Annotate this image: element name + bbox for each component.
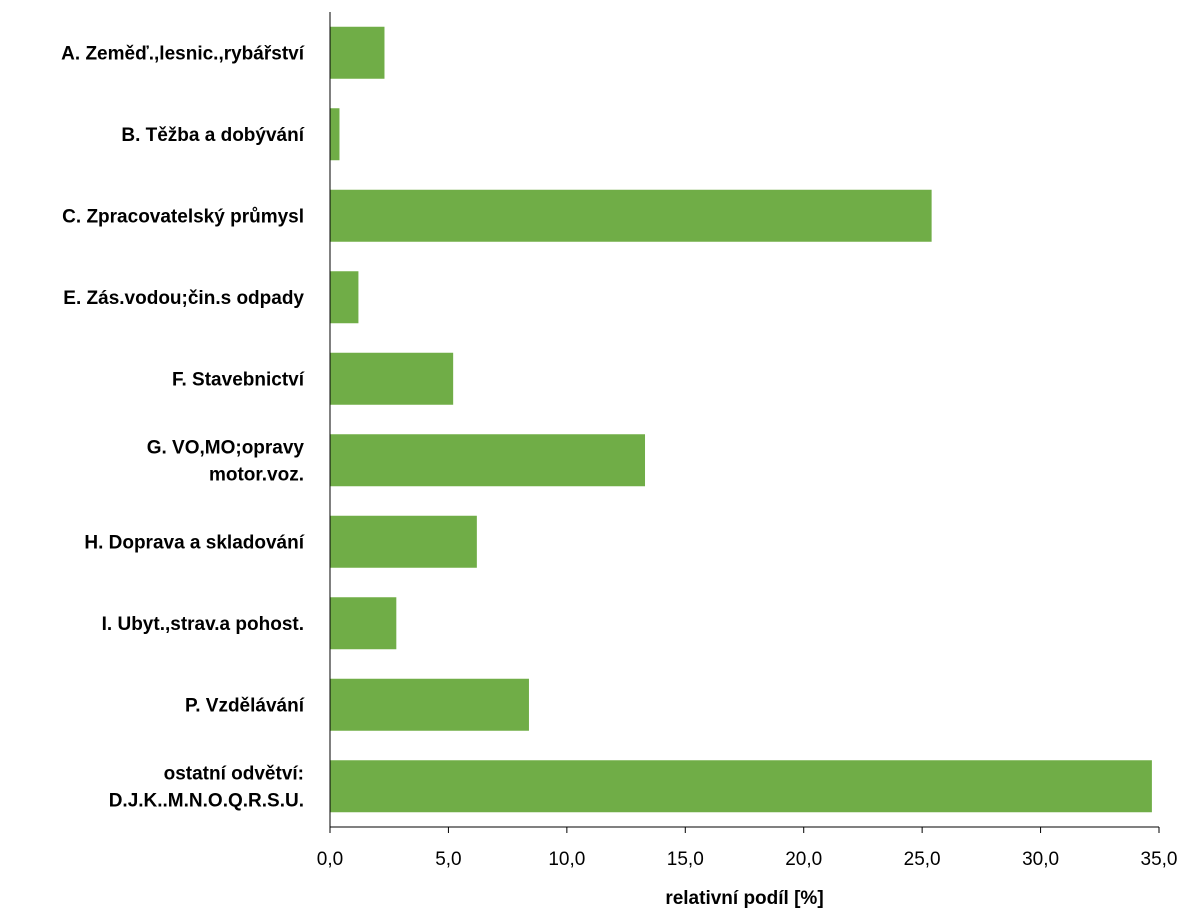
category-label: A. Zeměď.,lesnic.,rybářství: [61, 43, 305, 64]
x-tick-label: 10,0: [548, 849, 585, 870]
category-label: F. Stavebnictví: [172, 369, 305, 390]
category-label: H. Doprava a skladování: [84, 532, 304, 553]
x-tick-label: 35,0: [1141, 849, 1178, 870]
x-ticks-group: 0,0 5,0 10,0 15,0 20,0 25,0 30,0 35,0: [317, 827, 1178, 870]
bar: [330, 515, 477, 568]
bar: [330, 760, 1152, 813]
x-tick-label: 25,0: [904, 849, 941, 870]
category-label: C. Zpracovatelský průmysl: [62, 206, 304, 227]
category-label: I. Ubyt.,strav.a pohost.: [102, 614, 304, 635]
bar: [330, 597, 397, 650]
x-tick-label: 20,0: [785, 849, 822, 870]
bar: [330, 271, 359, 324]
category-label: P. Vzdělávání: [185, 695, 305, 716]
bar: [330, 678, 529, 731]
x-tick-label: 5,0: [435, 849, 461, 870]
bars-group: [330, 26, 1152, 813]
category-label: ostatní odvětví: D.J.K..M.N.O.Q.R.S.U.: [109, 763, 304, 811]
bar: [330, 352, 454, 405]
category-label: E. Zás.vodou;čin.s odpady: [63, 288, 304, 309]
category-label: B. Těžba a dobývání: [121, 125, 304, 146]
category-labels-group: A. Zeměď.,lesnic.,rybářství B. Těžba a do…: [61, 43, 305, 811]
bar: [330, 189, 932, 242]
bar: [330, 26, 385, 79]
x-tick-label: 15,0: [667, 849, 704, 870]
x-tick-label: 30,0: [1022, 849, 1059, 870]
x-tick-label: 0,0: [317, 849, 343, 870]
category-label: G. VO,MO;opravy motor.voz.: [147, 437, 305, 485]
bar: [330, 108, 340, 161]
x-axis-title: relativní podíl [%]: [665, 888, 823, 909]
bar: [330, 434, 646, 487]
